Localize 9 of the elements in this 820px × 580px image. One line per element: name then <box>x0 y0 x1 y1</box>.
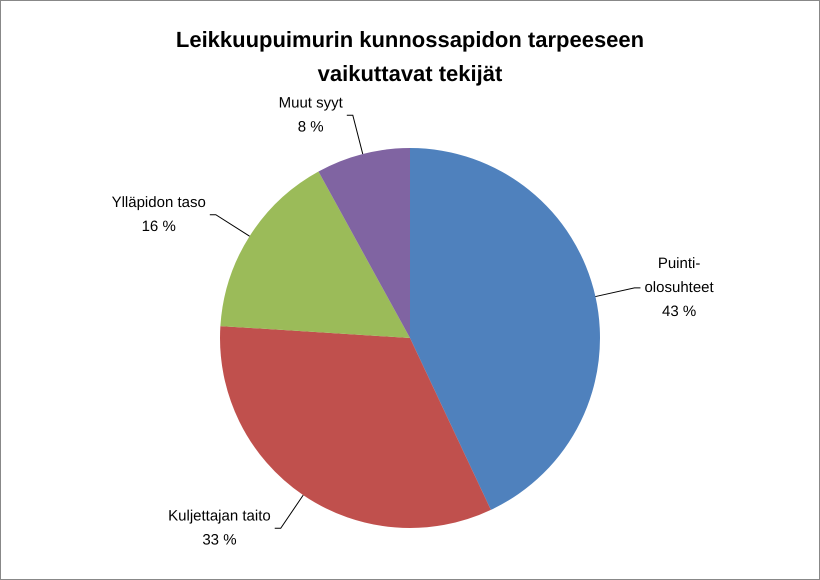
data-label: 16 % <box>142 218 176 235</box>
chart-title: Leikkuupuimurin kunnossapidon tarpeeseen vaikuttavat tekijät <box>174 26 646 88</box>
slice-label: Kuljettajan taito <box>168 507 271 524</box>
slice-label: Puinti-olosuhteet <box>644 254 715 296</box>
slice-label: Ylläpidon taso <box>112 194 206 211</box>
data-label: 8 % <box>298 118 324 136</box>
data-label: 43 % <box>662 302 696 320</box>
data-label: 33 % <box>202 531 237 548</box>
slice-label: Muut syyt <box>278 94 344 112</box>
